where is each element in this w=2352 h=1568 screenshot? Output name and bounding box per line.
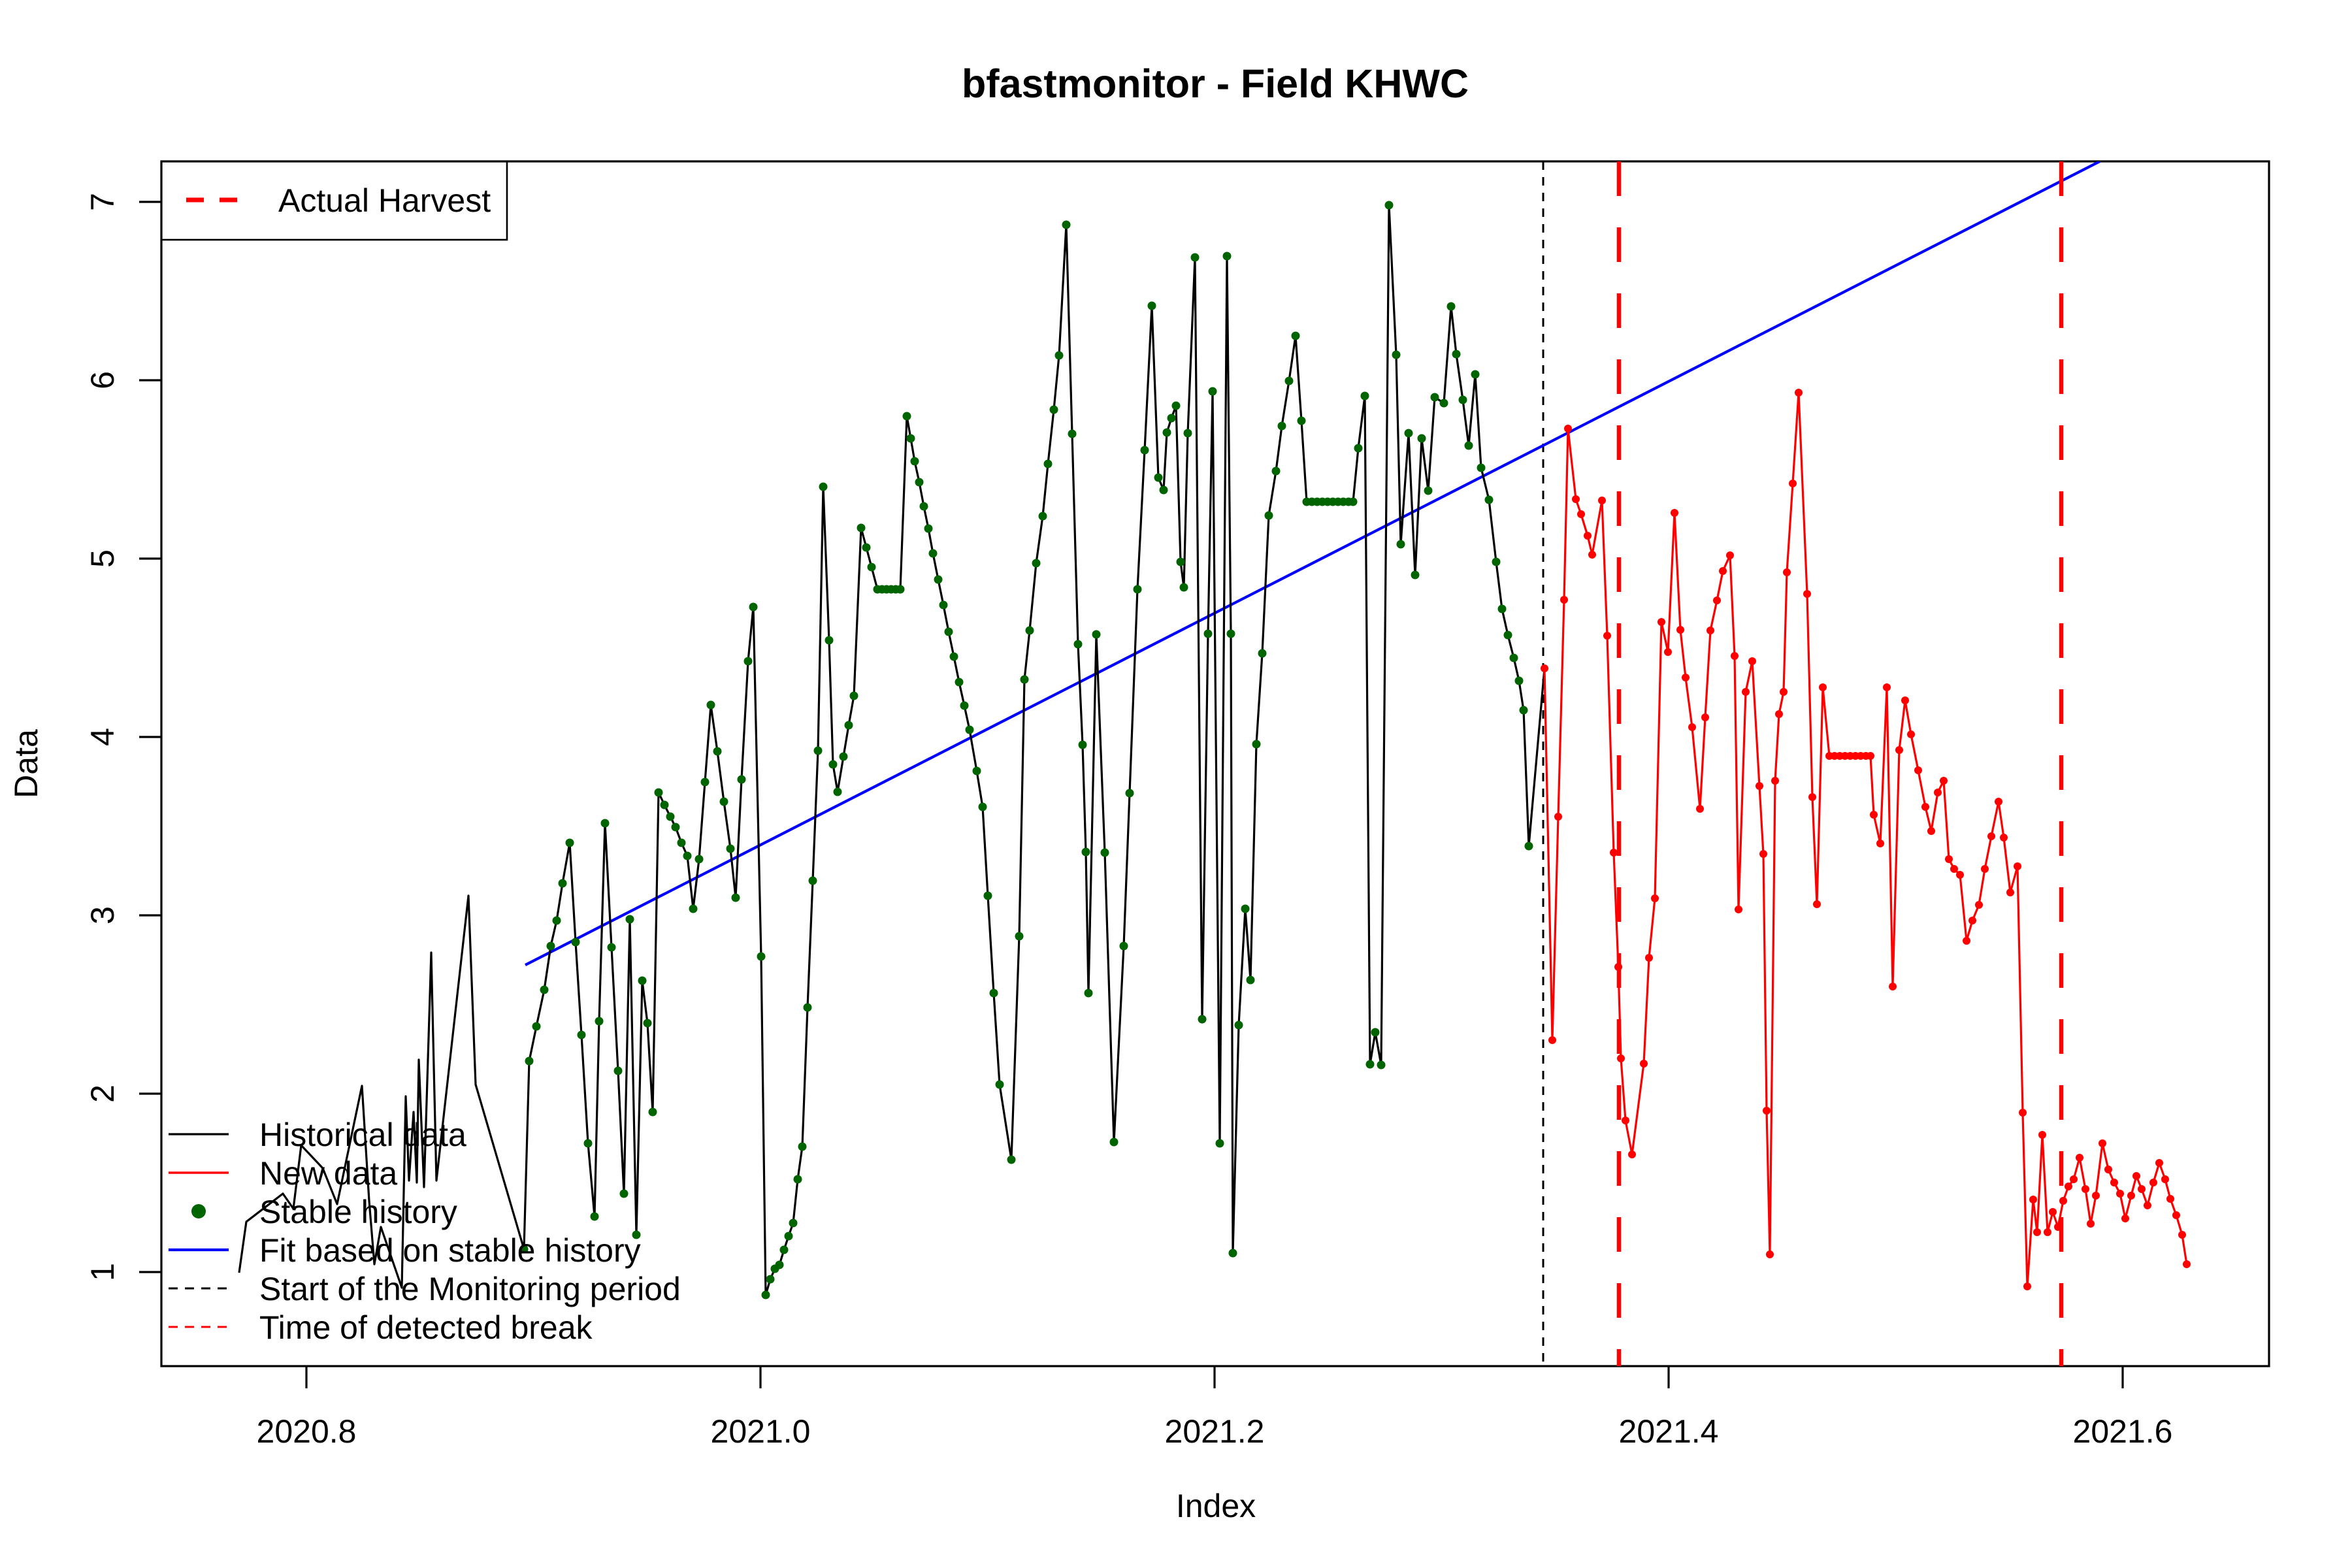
svg-text:6: 6 [84, 371, 121, 389]
svg-text:Historical data: Historical data [259, 1117, 466, 1153]
svg-text:2021.6: 2021.6 [2073, 1413, 2173, 1450]
svg-text:Start of the Monitoring period: Start of the Monitoring period [259, 1271, 681, 1307]
svg-text:4: 4 [84, 728, 121, 746]
svg-text:Actual Harvest: Actual Harvest [278, 182, 491, 219]
svg-text:2021.4: 2021.4 [1619, 1413, 1719, 1450]
svg-text:3: 3 [84, 906, 121, 924]
svg-text:2020.8: 2020.8 [257, 1413, 357, 1450]
svg-text:2021.2: 2021.2 [1165, 1413, 1265, 1450]
svg-text:New data: New data [259, 1155, 397, 1192]
svg-text:Time of detected break: Time of detected break [259, 1309, 593, 1346]
svg-text:Fit based on stable history: Fit based on stable history [259, 1232, 641, 1269]
svg-text:Data: Data [8, 729, 44, 798]
svg-text:1: 1 [84, 1263, 121, 1281]
svg-text:bfastmonitor - Field KHWC: bfastmonitor - Field KHWC [962, 61, 1469, 106]
svg-text:Index: Index [1176, 1488, 1256, 1524]
svg-text:5: 5 [84, 549, 121, 568]
svg-text:2021.0: 2021.0 [711, 1413, 811, 1450]
svg-text:Stable history: Stable history [259, 1194, 457, 1230]
svg-text:2: 2 [84, 1085, 121, 1103]
svg-text:7: 7 [84, 193, 121, 211]
